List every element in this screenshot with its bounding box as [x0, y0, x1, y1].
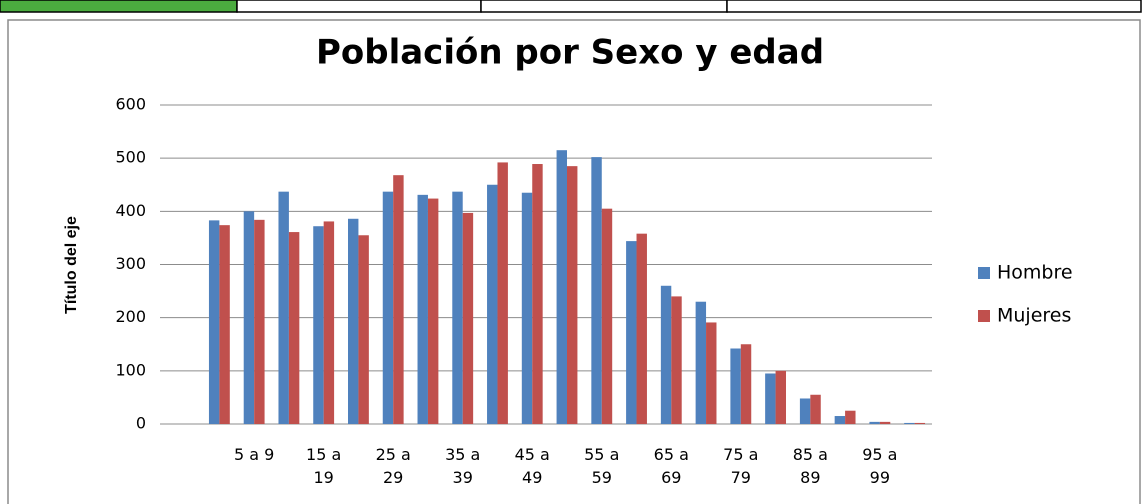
- cell: [726, 0, 1142, 13]
- x-tick-label: 15 a 19: [306, 445, 342, 487]
- bar: [765, 373, 776, 424]
- bar: [348, 218, 359, 424]
- bar: [358, 235, 369, 424]
- x-tick-label: 75 a 79: [723, 445, 759, 487]
- bar: [313, 226, 324, 424]
- x-tick-label: 95 a 99: [862, 445, 898, 487]
- bar: [243, 211, 255, 424]
- bar: [382, 191, 394, 424]
- bar: [626, 241, 637, 424]
- cell: [0, 0, 238, 13]
- x-tick-label: 25 a 29: [375, 445, 411, 487]
- x-tick-label: 85 a 89: [792, 445, 828, 487]
- bar: [671, 296, 682, 424]
- bar: [462, 212, 474, 424]
- y-axis-title: Título del eje: [63, 216, 80, 314]
- bar: [219, 225, 230, 424]
- bar: [323, 221, 335, 424]
- bar: [740, 344, 752, 424]
- bar: [393, 175, 404, 424]
- bar: [497, 162, 508, 425]
- chart-title: Población por Sexo y edad: [316, 33, 824, 73]
- cell: [236, 0, 482, 13]
- bar: [660, 285, 672, 424]
- bar: [914, 422, 926, 424]
- bar: [845, 410, 856, 424]
- bar: [879, 421, 891, 424]
- y-tick-label: 400: [115, 201, 146, 220]
- bar: [521, 192, 533, 424]
- bar: [636, 233, 647, 424]
- bar: [799, 398, 811, 424]
- bar: [869, 421, 880, 424]
- x-tick-label: 5 a 9: [233, 445, 275, 464]
- x-tick-label: 65 a 69: [653, 445, 689, 487]
- legend-swatch: [978, 267, 990, 279]
- bar: [706, 322, 717, 424]
- y-tick-label: 500: [115, 148, 146, 167]
- bar: [695, 301, 707, 424]
- bar: [834, 416, 846, 424]
- bar: [278, 191, 289, 424]
- bar: [417, 194, 428, 424]
- bar: [427, 198, 439, 424]
- bar: [601, 208, 613, 424]
- y-tick-label: 600: [115, 95, 146, 114]
- bar: [556, 150, 567, 425]
- y-tick-label: 100: [115, 360, 146, 379]
- bar: [487, 184, 498, 424]
- bar: [532, 164, 543, 424]
- cell: [480, 0, 728, 13]
- x-tick-label: 55 a 59: [584, 445, 620, 487]
- legend-label: Mujeres: [997, 305, 1071, 327]
- bar: [810, 394, 821, 424]
- bar: [730, 348, 741, 424]
- bar: [452, 191, 463, 424]
- legend-swatch: [978, 310, 990, 322]
- bar: [254, 219, 265, 424]
- bar: [567, 166, 578, 424]
- x-tick-label: 35 a 39: [445, 445, 481, 487]
- y-tick-label: 0: [136, 414, 146, 433]
- bar: [208, 220, 220, 424]
- bar: [904, 422, 915, 424]
- x-tick-label: 45 a 49: [514, 445, 550, 487]
- y-tick-label: 200: [115, 307, 146, 326]
- legend-label: Hombre: [997, 262, 1073, 284]
- bar: [288, 232, 300, 424]
- bar: [775, 370, 786, 424]
- y-tick-label: 300: [115, 254, 146, 273]
- bar: [591, 157, 602, 424]
